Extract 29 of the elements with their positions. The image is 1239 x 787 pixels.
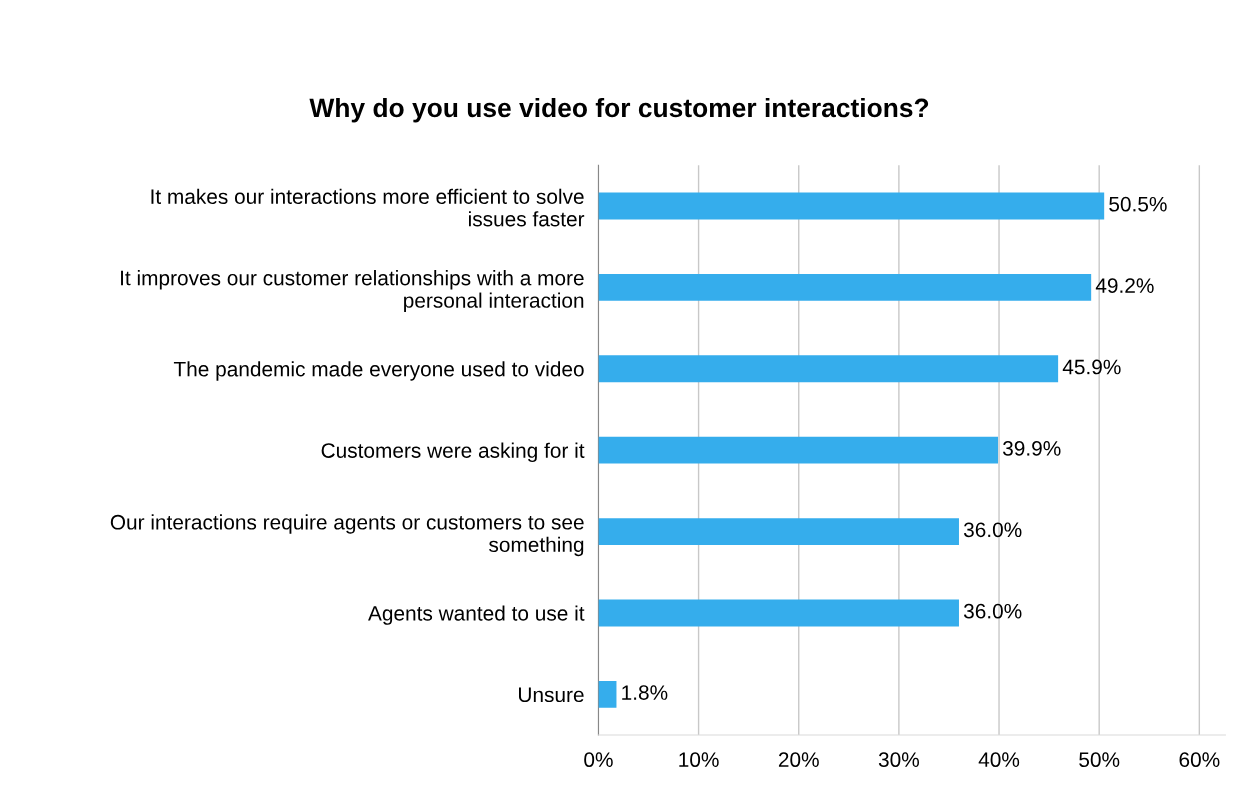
x-tick-label: 0% — [584, 752, 613, 768]
y-tick-label: Agents wanted to use it — [368, 605, 585, 625]
data-label: 39.9% — [1002, 441, 1061, 456]
x-tick-label: 60% — [1179, 752, 1220, 768]
x-tick-label: 20% — [778, 752, 819, 768]
bar — [598, 192, 1105, 220]
chart-title: Why do you use video for customer interactions? — [309, 97, 929, 123]
bar — [598, 273, 1092, 301]
bar — [598, 599, 959, 627]
y-tick-label: It makes our interactions more efficient to solve issues faster — [151, 188, 585, 227]
x-tick-label: 40% — [978, 752, 1020, 768]
data-label: 50.5% — [1109, 196, 1167, 212]
x-tick-label: 10% — [679, 752, 719, 768]
y-tick-label: Our interactions require agents or customers to see something — [110, 514, 584, 557]
y-tick-label: It improves our customer relationships with a more personal interaction — [121, 270, 584, 312]
y-tick-label: Customers were asking for it — [321, 442, 585, 463]
bar — [598, 680, 617, 708]
data-label: 36.0% — [963, 603, 1022, 619]
y-tick-label: The pandemic made everyone used to video — [173, 361, 584, 381]
bar — [598, 518, 959, 545]
x-tick-label: 50% — [1079, 752, 1120, 768]
y-tick-label: Unsure — [519, 687, 584, 703]
bar — [598, 355, 1059, 383]
data-label: 36.0% — [963, 522, 1022, 538]
bar — [598, 436, 999, 464]
data-label: 45.9% — [1062, 359, 1121, 375]
data-label: 49.2% — [1095, 278, 1154, 293]
x-tick-label: 30% — [878, 752, 919, 768]
data-label: 1.8% — [622, 685, 668, 700]
